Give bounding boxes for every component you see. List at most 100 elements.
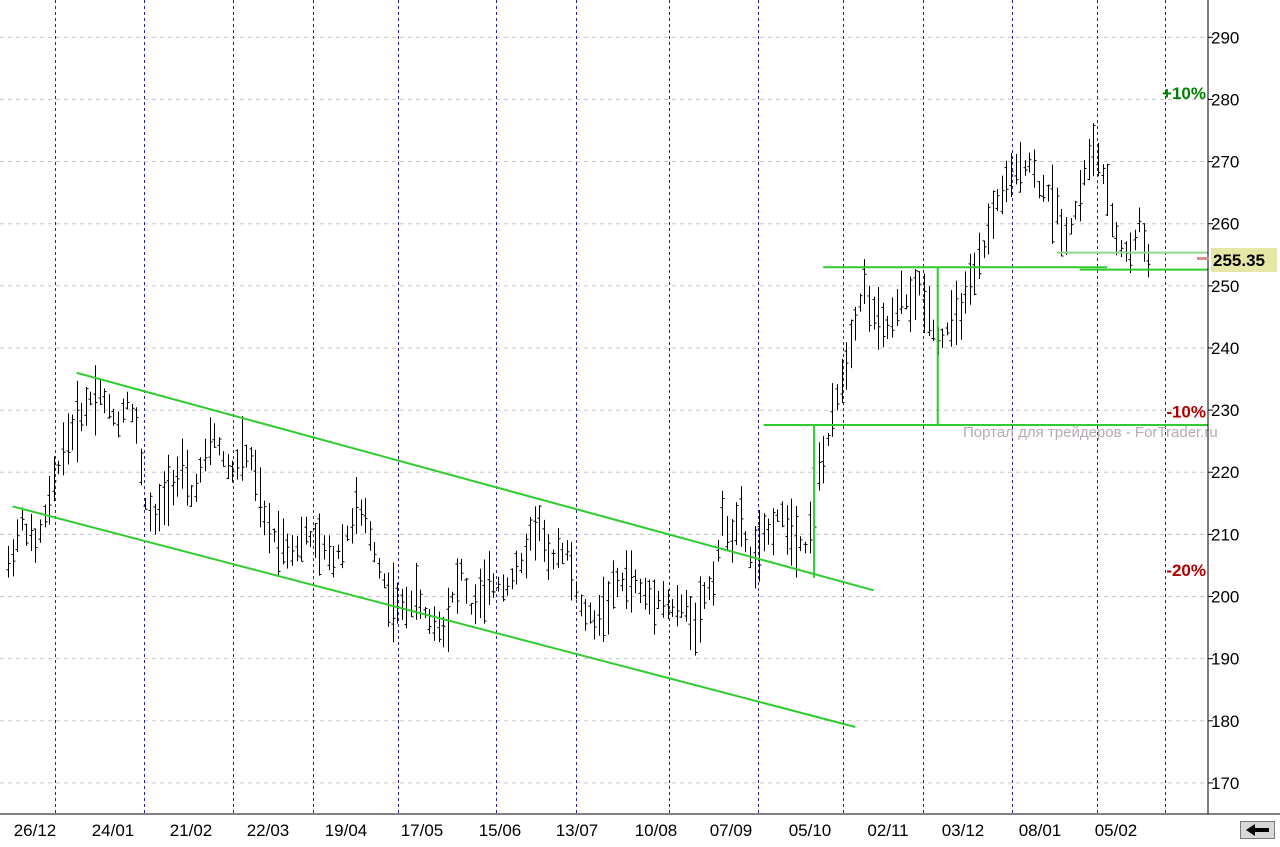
price-bar [1110, 203, 1115, 238]
y-tick-label: 280 [1211, 90, 1239, 109]
price-bar [872, 296, 877, 330]
scroll-left-button[interactable] [1240, 821, 1275, 839]
price-bar [469, 602, 474, 615]
price-bar [579, 594, 584, 617]
price-bar [386, 572, 391, 627]
price-bar [693, 602, 698, 656]
price-axis: 170 180 190 200 210 220 230 240 250 260 270 280 290 [1207, 0, 1239, 814]
price-bar [359, 499, 364, 526]
price-bar [38, 519, 43, 543]
price-bar [134, 407, 139, 444]
price-bar [20, 507, 25, 531]
price-bar [1114, 222, 1119, 256]
price-bar [656, 591, 661, 609]
price-bar [986, 203, 991, 255]
price-bar [281, 518, 286, 565]
price-bar [739, 486, 744, 547]
price-bar [931, 319, 936, 342]
x-tick-label: 19/04 [325, 821, 368, 840]
price-bar [895, 289, 900, 326]
price-bar [963, 271, 968, 314]
price-bar [194, 473, 199, 502]
price-bar [15, 519, 20, 553]
x-tick-label: 15/06 [479, 821, 522, 840]
price-bar [262, 500, 267, 536]
price-bar [327, 535, 332, 571]
price-bar [1000, 175, 1005, 215]
price-bar [785, 505, 790, 555]
price-bar [414, 562, 419, 620]
x-tick-label: 22/03 [247, 821, 290, 840]
price-bar [1142, 223, 1147, 262]
price-bar [528, 516, 533, 551]
price-bar [437, 611, 442, 643]
y-tick-label: 170 [1211, 774, 1239, 793]
price-bar [1014, 154, 1019, 185]
price-bar [6, 545, 11, 578]
price-bar [304, 516, 309, 545]
price-bar [1119, 239, 1124, 258]
price-bar [427, 608, 432, 635]
price-bar [968, 253, 973, 305]
price-bar [235, 449, 240, 480]
price-bar [56, 460, 61, 475]
y-tick-label: 210 [1211, 525, 1239, 544]
price-bar [808, 501, 813, 554]
price-bar [1105, 163, 1110, 217]
price-bar [844, 342, 849, 390]
price-bar [945, 322, 950, 336]
trendline [12, 505, 856, 728]
price-bar [459, 558, 464, 581]
price-bar [556, 528, 561, 568]
price-bar [560, 542, 565, 565]
price-bar [1037, 181, 1042, 199]
trendline [76, 371, 874, 592]
price-bar [253, 449, 258, 502]
price-bar [1069, 218, 1074, 235]
price-bar [537, 505, 542, 542]
price-bar [212, 423, 217, 448]
price-bar [716, 539, 721, 562]
price-bar [208, 417, 213, 465]
price-bar [583, 599, 588, 631]
price-bar [588, 602, 593, 624]
price-bar [1078, 170, 1083, 222]
y-tick-label: 230 [1211, 401, 1239, 420]
y-tick-label: 190 [1211, 650, 1239, 669]
price-bar [1055, 187, 1060, 225]
price-bar [670, 599, 675, 617]
price-bar [340, 524, 345, 569]
price-bar [835, 384, 840, 411]
price-bar [116, 411, 121, 438]
price-bar [272, 528, 277, 543]
price-bar [1032, 149, 1037, 188]
price-bar [88, 391, 93, 406]
price-bar [546, 534, 551, 580]
price-bar [1018, 141, 1023, 193]
price-bar [647, 579, 652, 615]
percent-marker-label: -20% [1166, 561, 1206, 580]
price-bar [734, 502, 739, 546]
price-bar [615, 567, 620, 597]
price-bar [881, 302, 886, 348]
price-bar [643, 577, 648, 610]
price-bar [354, 476, 359, 535]
price-bar [991, 190, 996, 239]
price-bar [230, 460, 235, 483]
price-bar [143, 497, 148, 510]
trendlines [12, 251, 1208, 728]
price-bar [185, 449, 190, 506]
y-tick-label: 270 [1211, 153, 1239, 172]
price-bar [363, 498, 368, 534]
price-bar [1133, 229, 1138, 251]
price-bar [226, 454, 231, 480]
price-bar [908, 276, 913, 333]
price-bar [244, 444, 249, 468]
price-bar [949, 290, 954, 347]
price-bar [153, 503, 158, 535]
price-bar [377, 558, 382, 579]
price-bar [308, 531, 313, 547]
price-bar [473, 584, 478, 625]
price-bar [1082, 160, 1087, 186]
